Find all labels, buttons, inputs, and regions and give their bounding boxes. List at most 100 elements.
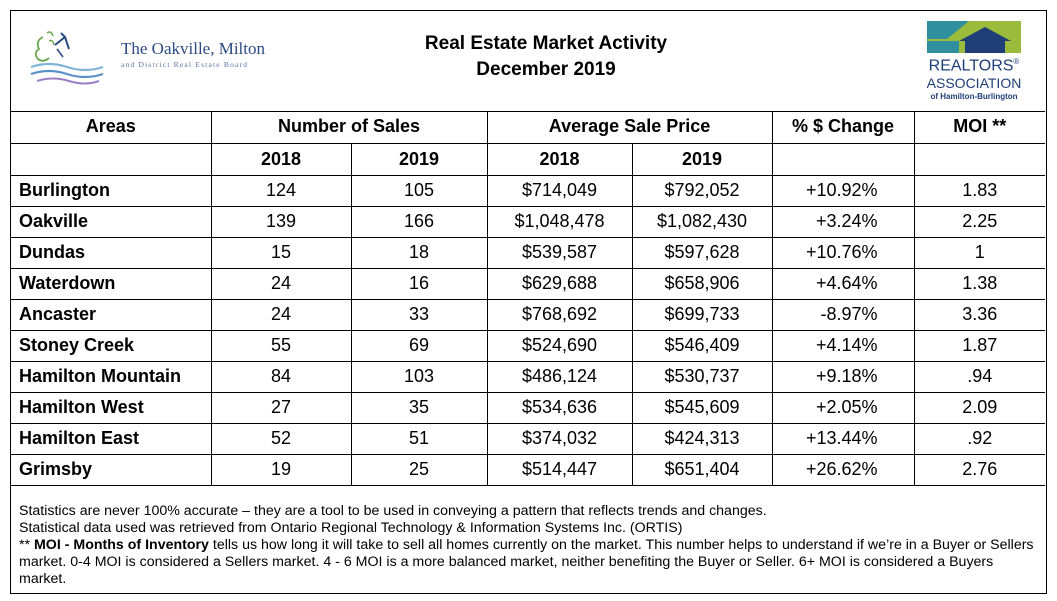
cell-price-2018: $374,032 bbox=[486, 422, 633, 455]
note-moi-term: MOI - Months of Inventory bbox=[33, 537, 209, 553]
cell-moi: 1 bbox=[913, 236, 1046, 269]
board-name: The Oakville, Milton bbox=[121, 39, 266, 58]
cell-price-2018: $514,447 bbox=[486, 453, 633, 486]
table-row: Stoney Creek 55 69 $524,690 $546,409 +4.14% 1.… bbox=[11, 329, 1046, 362]
cell-sales-2018: 139 bbox=[210, 205, 352, 238]
report-period: December 2019 bbox=[476, 59, 616, 80]
cell-moi: 3.36 bbox=[913, 298, 1046, 331]
subheader-moi-blank bbox=[913, 142, 1046, 176]
cell-percent-change: +4.14% bbox=[771, 329, 915, 362]
cell-price-2019: $597,628 bbox=[631, 236, 773, 269]
subheader-blank bbox=[11, 142, 212, 176]
header-percent-change: % $ Change bbox=[771, 111, 915, 144]
header-areas: Areas bbox=[11, 111, 212, 144]
footnotes: Statistics are never 100% accurate – the… bbox=[19, 503, 1037, 588]
table-row: Burlington 124 105 $714,049 $792,052 +10.92% 1… bbox=[11, 174, 1046, 207]
subheader-change-blank bbox=[771, 142, 915, 176]
cell-percent-change: +10.76% bbox=[771, 236, 915, 269]
cell-moi: 2.25 bbox=[913, 205, 1046, 238]
cell-sales-2019: 35 bbox=[350, 391, 488, 424]
cell-sales-2018: 124 bbox=[210, 174, 352, 207]
cell-price-2019: $699,733 bbox=[631, 298, 773, 331]
cell-sales-2018: 15 bbox=[210, 236, 352, 269]
note-accuracy: Statistics are never 100% accurate – the… bbox=[19, 503, 767, 519]
header-average-sale-price: Average Sale Price bbox=[486, 111, 773, 144]
cell-price-2019: $545,609 bbox=[631, 391, 773, 424]
table-subheader-row: 2018 2019 2018 2019 bbox=[11, 142, 1046, 176]
realtors-line1: REALTORS® bbox=[928, 57, 1020, 75]
table-row: Waterdown 24 16 $629,688 $658,906 +4.64% 1.38 bbox=[11, 267, 1046, 300]
cell-percent-change: +4.64% bbox=[771, 267, 915, 300]
note-moi: ** MOI - Months of Inventory tells us ho… bbox=[19, 537, 1034, 587]
cell-price-2019: $651,404 bbox=[631, 453, 773, 486]
report-header: The Oakville, Milton and District Real E… bbox=[11, 11, 1045, 112]
cell-area: Ancaster bbox=[11, 298, 212, 331]
cell-price-2019: $1,082,430 bbox=[631, 205, 773, 238]
table-row: Oakville 139 166 $1,048,478 $1,082,430 +3.24%… bbox=[11, 205, 1046, 238]
tree-waves-icon bbox=[30, 31, 104, 85]
cell-percent-change: +2.05% bbox=[771, 391, 915, 424]
cell-sales-2019: 166 bbox=[350, 205, 488, 238]
cell-moi: 1.38 bbox=[913, 267, 1046, 300]
cell-sales-2018: 52 bbox=[210, 422, 352, 455]
cell-price-2019: $792,052 bbox=[631, 174, 773, 207]
header-moi: MOI ** bbox=[913, 111, 1046, 144]
cell-moi: 2.09 bbox=[913, 391, 1046, 424]
note-source: Statistical data used was retrieved from… bbox=[19, 520, 683, 536]
subheader-price-2019: 2019 bbox=[631, 142, 773, 176]
report-title: Real Estate Market Activity bbox=[424, 33, 668, 54]
cell-percent-change: +9.18% bbox=[771, 360, 915, 393]
cell-sales-2019: 33 bbox=[350, 298, 488, 331]
cell-area: Hamilton East bbox=[11, 422, 212, 455]
cell-sales-2019: 25 bbox=[350, 453, 488, 486]
cell-area: Burlington bbox=[11, 174, 212, 207]
subheader-sales-2019: 2019 bbox=[350, 142, 488, 176]
cell-price-2018: $486,124 bbox=[486, 360, 633, 393]
subheader-price-2018: 2018 bbox=[486, 142, 633, 176]
cell-moi: .92 bbox=[913, 422, 1046, 455]
table-row: Hamilton Mountain 84 103 $486,124 $530,737 +9… bbox=[11, 360, 1046, 393]
table-row: Hamilton West 27 35 $534,636 $545,609 +2.05% 2… bbox=[11, 391, 1046, 424]
cell-sales-2019: 103 bbox=[350, 360, 488, 393]
cell-percent-change: -8.97% bbox=[771, 298, 915, 331]
cell-moi: .94 bbox=[913, 360, 1046, 393]
cell-moi: 1.83 bbox=[913, 174, 1046, 207]
realtors-association-logo: REALTORS® ASSOCIATION of Hamilton-Burlin… bbox=[919, 19, 1029, 105]
cell-percent-change: +26.62% bbox=[771, 453, 915, 486]
table-row: Ancaster 24 33 $768,692 $699,733 -8.97% 3.36 bbox=[11, 298, 1046, 331]
cell-price-2019: $658,906 bbox=[631, 267, 773, 300]
cell-price-2018: $534,636 bbox=[486, 391, 633, 424]
cell-price-2018: $768,692 bbox=[486, 298, 633, 331]
cell-percent-change: +13.44% bbox=[771, 422, 915, 455]
cell-sales-2019: 105 bbox=[350, 174, 488, 207]
cell-sales-2018: 24 bbox=[210, 298, 352, 331]
header-number-of-sales: Number of Sales bbox=[210, 111, 488, 144]
cell-price-2019: $530,737 bbox=[631, 360, 773, 393]
cell-sales-2019: 18 bbox=[350, 236, 488, 269]
cell-area: Oakville bbox=[11, 205, 212, 238]
cell-sales-2019: 69 bbox=[350, 329, 488, 362]
market-activity-sheet: The Oakville, Milton and District Real E… bbox=[10, 10, 1047, 594]
cell-moi: 1.87 bbox=[913, 329, 1046, 362]
table-row: Hamilton East 52 51 $374,032 $424,313 +13.44%… bbox=[11, 422, 1046, 455]
cell-percent-change: +3.24% bbox=[771, 205, 915, 238]
cell-area: Stoney Creek bbox=[11, 329, 212, 362]
market-activity-table: Areas Number of Sales Average Sale Price… bbox=[11, 111, 1046, 486]
cell-area: Hamilton West bbox=[11, 391, 212, 424]
cell-price-2018: $714,049 bbox=[486, 174, 633, 207]
subheader-sales-2018: 2018 bbox=[210, 142, 352, 176]
table-row: Dundas 15 18 $539,587 $597,628 +10.76% 1 bbox=[11, 236, 1046, 269]
cell-area: Dundas bbox=[11, 236, 212, 269]
table-header-row: Areas Number of Sales Average Sale Price… bbox=[11, 111, 1046, 144]
cell-area: Waterdown bbox=[11, 267, 212, 300]
cell-percent-change: +10.92% bbox=[771, 174, 915, 207]
cell-sales-2018: 19 bbox=[210, 453, 352, 486]
cell-sales-2018: 55 bbox=[210, 329, 352, 362]
board-subtitle: and District Real Estate Board bbox=[121, 60, 249, 69]
cell-price-2018: $629,688 bbox=[486, 267, 633, 300]
cell-sales-2019: 16 bbox=[350, 267, 488, 300]
cell-moi: 2.76 bbox=[913, 453, 1046, 486]
cell-sales-2018: 27 bbox=[210, 391, 352, 424]
cell-price-2018: $539,587 bbox=[486, 236, 633, 269]
cell-area: Hamilton Mountain bbox=[11, 360, 212, 393]
